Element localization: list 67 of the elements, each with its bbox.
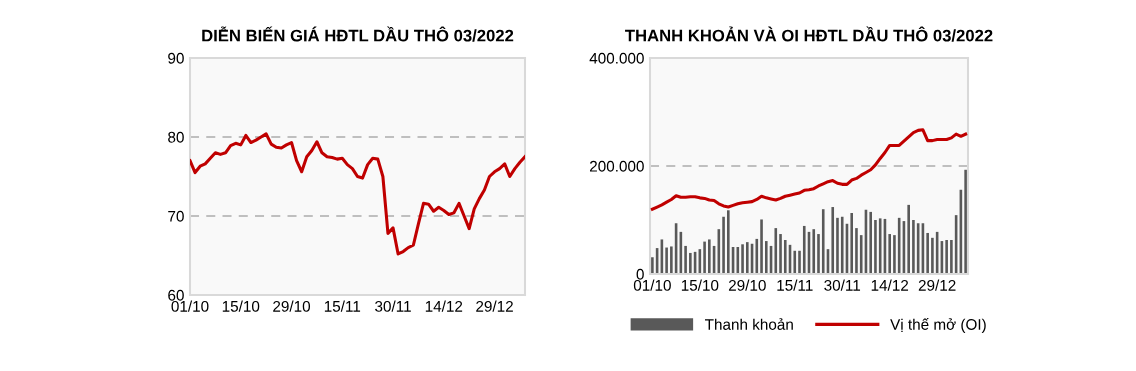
bar: [745, 242, 749, 274]
y-tick-label: 400.000: [589, 52, 644, 64]
x-tick-label: 14/12: [871, 279, 909, 291]
bar: [684, 245, 687, 274]
bar: [850, 212, 854, 274]
x-tick-label: 15/10: [222, 300, 260, 312]
bar: [727, 210, 730, 274]
bar: [760, 219, 763, 274]
bar: [793, 250, 797, 274]
bar: [964, 169, 967, 274]
bar: [670, 246, 673, 274]
bar: [821, 209, 825, 274]
bar: [817, 234, 820, 274]
bar: [831, 207, 835, 274]
legend-label: Thanh khoản: [704, 318, 793, 330]
y-tick-label: 70: [168, 210, 184, 222]
bar: [907, 204, 910, 274]
bar: [855, 228, 858, 274]
y-tick-label: 0: [636, 268, 644, 280]
bar: [840, 216, 844, 274]
bar: [874, 220, 877, 274]
x-tick-label: 29/10: [728, 279, 766, 291]
x-tick-label: 30/11: [824, 279, 861, 291]
chart-title: DIỄN BIẾN GIÁ HĐTL DẦU THÔ 03/2022: [202, 26, 514, 42]
x-tick-label: 15/11: [777, 279, 813, 291]
legend-label: Vị thế mở (OI): [890, 317, 986, 333]
x-tick-label: 14/12: [425, 300, 463, 312]
bar: [812, 229, 816, 274]
bar: [859, 235, 863, 274]
bar: [722, 216, 725, 274]
bar: [708, 239, 711, 274]
bar: [912, 220, 915, 274]
bar: [783, 239, 787, 274]
x-tick-label: 15/10: [681, 279, 719, 291]
x-tick-label: 29/10: [273, 300, 311, 312]
bar: [774, 228, 778, 274]
bar: [665, 247, 668, 274]
x-tick-label: 01/10: [171, 300, 209, 312]
bar: [893, 235, 896, 274]
x-tick-label: 29/12: [918, 279, 956, 291]
y-tick-label: 60: [168, 289, 184, 301]
y-tick-label: 200.000: [589, 160, 644, 172]
bar: [950, 239, 953, 274]
bar: [888, 234, 891, 274]
bar: [836, 217, 839, 274]
bar: [945, 239, 948, 274]
y-tick-label: 80: [168, 131, 184, 143]
x-tick-label: 01/10: [633, 279, 671, 291]
bar: [689, 252, 692, 274]
x-tick-label: 29/12: [476, 300, 513, 312]
bar: [764, 241, 768, 274]
bar: [755, 238, 759, 274]
bar: [779, 234, 782, 274]
x-tick-label: 15/11: [324, 300, 361, 312]
x-tick-label: 30/11: [375, 300, 411, 312]
bar: [926, 232, 929, 274]
chart-title: THANH KHOẢN VÀ OI HĐTL DẦU THÔ 03/2022: [625, 26, 993, 42]
bar: [703, 241, 706, 274]
bar: [798, 250, 801, 274]
bar: [931, 237, 934, 274]
bar: [651, 257, 654, 274]
bar: [741, 244, 744, 274]
line-series: [650, 128, 968, 211]
line-series: [190, 132, 525, 256]
bar: [869, 211, 873, 274]
bar: [802, 225, 806, 274]
y-tick-label: 90: [168, 52, 184, 64]
